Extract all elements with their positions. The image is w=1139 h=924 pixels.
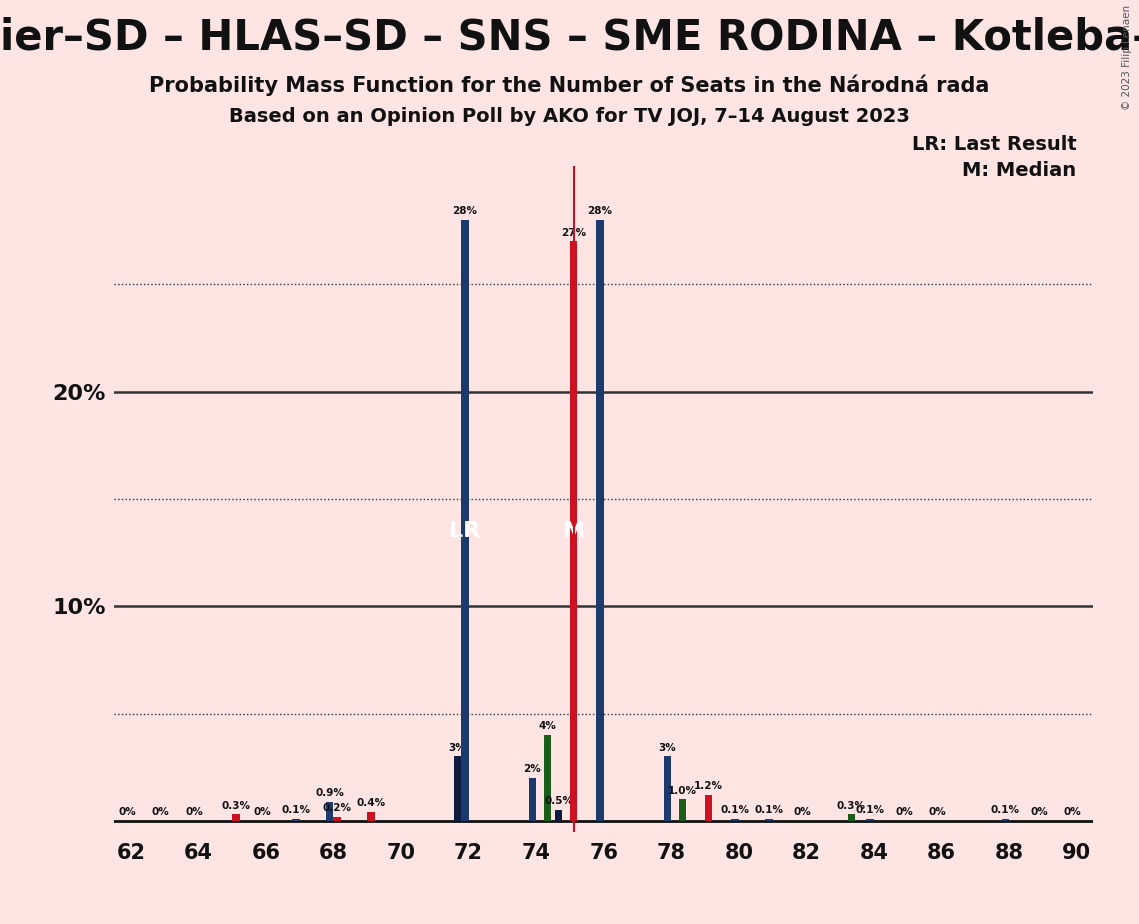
Bar bbox=[293, 819, 300, 821]
Text: 2%: 2% bbox=[524, 764, 541, 774]
Text: 0.5%: 0.5% bbox=[544, 796, 573, 807]
Bar bbox=[867, 819, 874, 821]
Bar bbox=[232, 814, 239, 821]
Text: 0%: 0% bbox=[1064, 807, 1082, 817]
Text: 0.3%: 0.3% bbox=[837, 800, 866, 810]
Bar bbox=[570, 241, 577, 821]
Bar bbox=[555, 810, 563, 821]
Text: 0.9%: 0.9% bbox=[316, 787, 344, 797]
Bar bbox=[453, 757, 461, 821]
Text: 0.1%: 0.1% bbox=[855, 805, 885, 815]
Bar bbox=[461, 220, 468, 821]
Text: 0%: 0% bbox=[186, 807, 204, 817]
Bar bbox=[705, 796, 712, 821]
Bar bbox=[543, 735, 551, 821]
Text: 0%: 0% bbox=[1030, 807, 1048, 817]
Bar bbox=[679, 799, 686, 821]
Text: 28%: 28% bbox=[452, 206, 477, 216]
Bar bbox=[528, 778, 536, 821]
Text: ier–SD – HLAS–SD – SNS – SME RODINA – Kotleba–ĽS: ier–SD – HLAS–SD – SNS – SME RODINA – Ko… bbox=[0, 17, 1139, 58]
Text: Probability Mass Function for the Number of Seats in the Národná rada: Probability Mass Function for the Number… bbox=[149, 75, 990, 96]
Text: 0.1%: 0.1% bbox=[721, 805, 749, 815]
Text: M: M bbox=[563, 521, 584, 541]
Text: 0.1%: 0.1% bbox=[281, 805, 311, 815]
Bar bbox=[664, 757, 671, 821]
Text: M: Median: M: Median bbox=[962, 161, 1076, 179]
Text: Based on an Opinion Poll by AKO for TV JOJ, 7–14 August 2023: Based on an Opinion Poll by AKO for TV J… bbox=[229, 107, 910, 126]
Text: 3%: 3% bbox=[658, 743, 677, 753]
Bar bbox=[334, 817, 341, 821]
Text: 0%: 0% bbox=[151, 807, 170, 817]
Bar bbox=[765, 819, 772, 821]
Text: 0%: 0% bbox=[895, 807, 912, 817]
Text: 0.1%: 0.1% bbox=[991, 805, 1019, 815]
Text: 0%: 0% bbox=[928, 807, 947, 817]
Bar bbox=[1001, 819, 1009, 821]
Text: 3%: 3% bbox=[449, 743, 466, 753]
Text: LR: Last Result: LR: Last Result bbox=[911, 135, 1076, 153]
Bar bbox=[367, 812, 375, 821]
Bar bbox=[731, 819, 739, 821]
Text: © 2023 Filip Lenaen: © 2023 Filip Lenaen bbox=[1122, 5, 1132, 110]
Text: 0.2%: 0.2% bbox=[322, 803, 352, 813]
Text: 0.1%: 0.1% bbox=[754, 805, 784, 815]
Text: 1.2%: 1.2% bbox=[694, 782, 723, 791]
Text: 0.4%: 0.4% bbox=[357, 798, 385, 808]
Text: 4%: 4% bbox=[539, 721, 556, 731]
Bar bbox=[847, 814, 855, 821]
Text: 27%: 27% bbox=[562, 227, 587, 237]
Text: 0.3%: 0.3% bbox=[221, 800, 251, 810]
Text: 0%: 0% bbox=[253, 807, 271, 817]
Text: 1.0%: 1.0% bbox=[667, 785, 697, 796]
Text: 28%: 28% bbox=[588, 206, 613, 216]
Bar bbox=[596, 220, 604, 821]
Text: LR: LR bbox=[449, 521, 481, 541]
Text: 0%: 0% bbox=[794, 807, 811, 817]
Text: 0%: 0% bbox=[118, 807, 136, 817]
Bar bbox=[326, 801, 334, 821]
